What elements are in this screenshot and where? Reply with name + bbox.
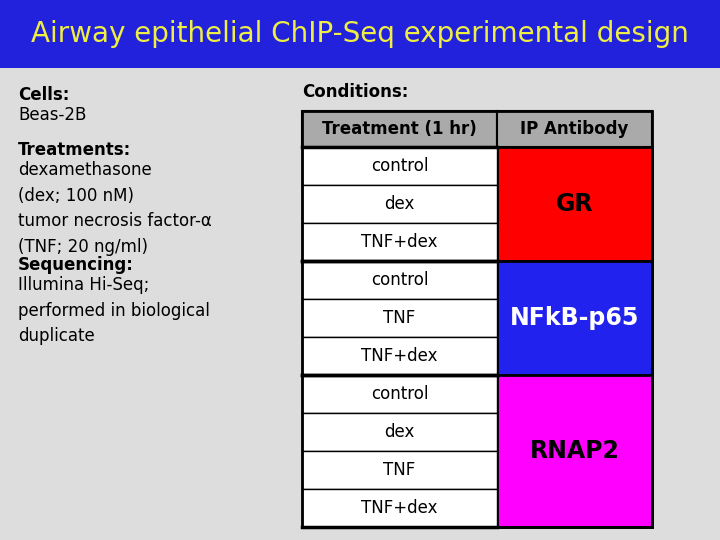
Bar — [302, 111, 497, 147]
Text: dex: dex — [384, 423, 415, 441]
Text: TNF: TNF — [383, 461, 415, 479]
Text: control: control — [371, 157, 428, 175]
Bar — [0, 0, 720, 68]
Text: Illumina Hi-Seq;
performed in biological
duplicate: Illumina Hi-Seq; performed in biological… — [18, 276, 210, 346]
Text: GR: GR — [556, 192, 593, 216]
Bar — [302, 223, 497, 261]
Text: Conditions:: Conditions: — [302, 83, 408, 101]
Bar — [302, 451, 497, 489]
Bar — [302, 489, 497, 527]
Text: control: control — [371, 385, 428, 403]
Bar — [302, 337, 497, 375]
Bar — [302, 261, 497, 299]
Bar — [302, 375, 497, 413]
Bar — [497, 261, 652, 375]
Text: Cells:: Cells: — [18, 86, 69, 104]
Text: TNF: TNF — [383, 309, 415, 327]
Text: Beas-2B: Beas-2B — [18, 106, 86, 124]
Text: Treatments:: Treatments: — [18, 141, 131, 159]
Text: Treatment (1 hr): Treatment (1 hr) — [322, 120, 477, 138]
Text: IP Antibody: IP Antibody — [521, 120, 629, 138]
Bar — [302, 147, 497, 185]
Text: control: control — [371, 271, 428, 289]
Bar — [302, 111, 652, 527]
Bar — [497, 111, 652, 147]
Bar — [302, 413, 497, 451]
Text: TNF+dex: TNF+dex — [361, 499, 438, 517]
Text: dex: dex — [384, 195, 415, 213]
Bar — [302, 185, 497, 223]
Text: Sequencing:: Sequencing: — [18, 256, 134, 274]
Text: NFkB-p65: NFkB-p65 — [510, 306, 639, 330]
Text: dexamethasone
(dex; 100 nM)
tumor necrosis factor-α
(TNF; 20 ng/ml): dexamethasone (dex; 100 nM) tumor necros… — [18, 161, 212, 256]
Text: TNF+dex: TNF+dex — [361, 233, 438, 251]
Text: RNAP2: RNAP2 — [530, 439, 619, 463]
Text: TNF+dex: TNF+dex — [361, 347, 438, 365]
Bar — [497, 375, 652, 527]
Bar — [497, 147, 652, 261]
Text: Airway epithelial ChIP-Seq experimental design: Airway epithelial ChIP-Seq experimental … — [31, 20, 689, 48]
Bar — [302, 299, 497, 337]
